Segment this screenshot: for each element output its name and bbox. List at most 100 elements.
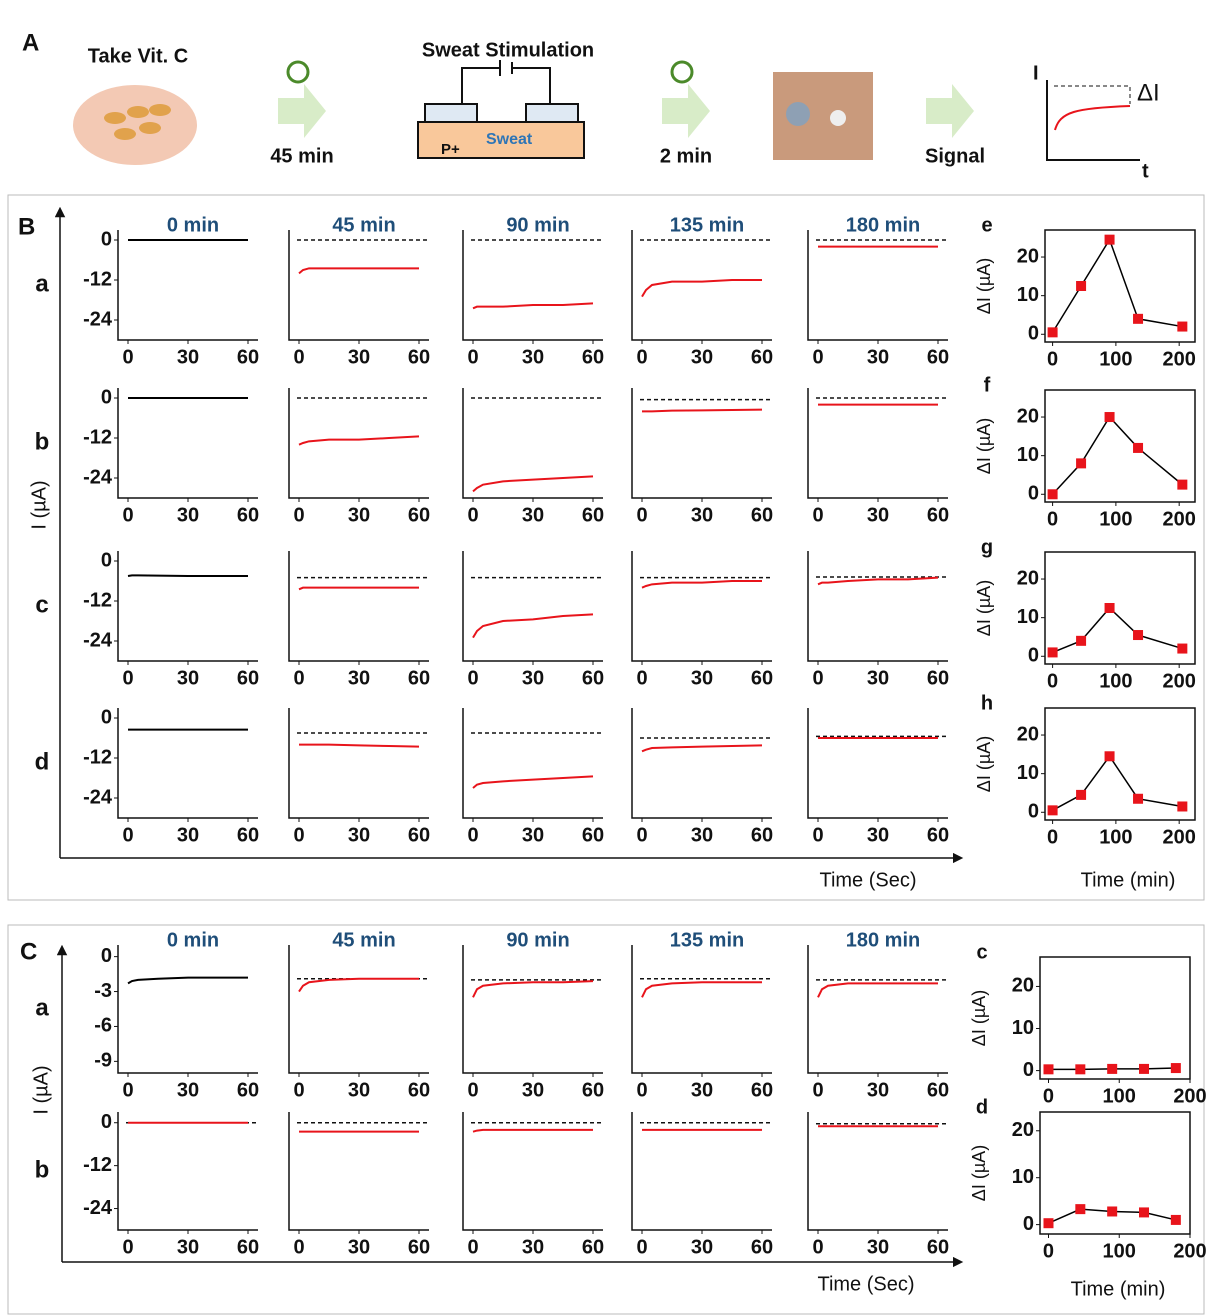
x-axis-title: Time (Sec) bbox=[817, 1273, 914, 1295]
x-tick-label: 30 bbox=[522, 824, 544, 846]
x-tick-label: 30 bbox=[867, 1079, 889, 1101]
figure: A Take Vit. C 45 min Sweat Stimulation S… bbox=[0, 0, 1206, 1316]
plot-frame bbox=[1040, 957, 1190, 1079]
x-tick-label: 60 bbox=[582, 1079, 604, 1101]
plot-axes bbox=[632, 388, 772, 498]
y-tick-label: 0 bbox=[101, 1111, 112, 1133]
plot-axes bbox=[632, 945, 772, 1073]
x-tick-label: 200 bbox=[1162, 348, 1195, 370]
x-tick-label: 60 bbox=[237, 504, 259, 526]
y-tick-label: 0 bbox=[1023, 1059, 1034, 1081]
delta-label: ΔI bbox=[1137, 79, 1160, 106]
x-tick-label: 30 bbox=[691, 346, 713, 368]
arrow bbox=[662, 84, 710, 138]
x-tick-label: 60 bbox=[237, 1236, 259, 1258]
x-tick-label: 100 bbox=[1099, 348, 1132, 370]
x-tick-label: 0 bbox=[1047, 508, 1058, 530]
column-title: 0 min bbox=[167, 214, 219, 236]
y-tick-label: 10 bbox=[1017, 762, 1039, 784]
x-tick-label: 0 bbox=[812, 504, 823, 526]
connector-line bbox=[1053, 756, 1183, 810]
y-tick-label: 10 bbox=[1017, 284, 1039, 306]
x-tick-label: 30 bbox=[177, 504, 199, 526]
data-point bbox=[1177, 480, 1187, 490]
column-title: 135 min bbox=[670, 214, 744, 236]
x-tick-label: 200 bbox=[1173, 1085, 1206, 1107]
x-tick-label: 0 bbox=[1043, 1240, 1054, 1262]
trace bbox=[299, 588, 419, 590]
x-tick-label: 0 bbox=[1047, 670, 1058, 692]
trace bbox=[299, 436, 419, 444]
plot-axes bbox=[463, 708, 603, 818]
x-tick-label: 0 bbox=[122, 504, 133, 526]
data-point bbox=[1133, 794, 1143, 804]
x-tick-label: 0 bbox=[467, 1236, 478, 1258]
panel-label: g bbox=[981, 536, 993, 558]
x-tick-label: 30 bbox=[691, 667, 713, 689]
signal-sketch bbox=[1047, 80, 1140, 160]
data-point bbox=[1075, 1064, 1085, 1074]
row-label: b bbox=[35, 428, 50, 455]
column-title: 90 min bbox=[506, 214, 569, 236]
plot-axes bbox=[463, 230, 603, 340]
plot-axes bbox=[808, 1112, 948, 1230]
row-label: d bbox=[35, 748, 50, 775]
data-point bbox=[1105, 603, 1115, 613]
x-tick-label: 0 bbox=[812, 667, 823, 689]
trace bbox=[818, 983, 938, 997]
y-tick-label: -12 bbox=[83, 268, 112, 290]
panel-label: h bbox=[981, 692, 993, 714]
time-label: 45 min bbox=[270, 145, 333, 167]
y-tick-label: 0 bbox=[101, 386, 112, 408]
plot-axes bbox=[289, 945, 429, 1073]
data-point bbox=[1133, 443, 1143, 453]
y-axis-title: ΔI (µA) bbox=[969, 990, 989, 1046]
axis-letter: t bbox=[1142, 160, 1149, 182]
x-tick-label: 0 bbox=[812, 824, 823, 846]
x-tick-label: 30 bbox=[867, 824, 889, 846]
y-tick-label: 10 bbox=[1012, 1166, 1034, 1188]
trace bbox=[299, 745, 419, 747]
x-tick-label: 60 bbox=[408, 824, 430, 846]
plot-axes bbox=[632, 708, 772, 818]
row-label: c bbox=[35, 591, 48, 618]
panel-label: B bbox=[18, 213, 35, 240]
y-tick-label: 0 bbox=[1028, 323, 1039, 345]
plot-frame bbox=[1045, 390, 1195, 502]
trace bbox=[642, 745, 762, 751]
panel-label: C bbox=[20, 938, 37, 965]
x-tick-label: 60 bbox=[237, 824, 259, 846]
x-tick-label: 60 bbox=[408, 504, 430, 526]
x-tick-label: 60 bbox=[927, 667, 949, 689]
panel-label: e bbox=[981, 214, 992, 236]
y-tick-label: 0 bbox=[101, 706, 112, 728]
x-tick-label: 0 bbox=[636, 824, 647, 846]
x-tick-label: 0 bbox=[293, 667, 304, 689]
x-tick-label: 30 bbox=[522, 1079, 544, 1101]
x-tick-label: 60 bbox=[751, 824, 773, 846]
hand-illustration bbox=[73, 85, 197, 165]
y-tick-label: 20 bbox=[1017, 567, 1039, 589]
data-point bbox=[1133, 314, 1143, 324]
y-tick-label: 20 bbox=[1017, 723, 1039, 745]
plot-axes bbox=[808, 708, 948, 818]
y-tick-label: -12 bbox=[83, 746, 112, 768]
arrow bbox=[278, 84, 326, 138]
x-axis-title: Time (Sec) bbox=[819, 869, 916, 891]
x-tick-label: 60 bbox=[408, 1079, 430, 1101]
x-tick-label: 100 bbox=[1103, 1085, 1136, 1107]
data-point bbox=[1048, 647, 1058, 657]
y-tick-label: 20 bbox=[1017, 405, 1039, 427]
column-title: 45 min bbox=[332, 214, 395, 236]
data-point bbox=[1048, 489, 1058, 499]
connector-line bbox=[1053, 608, 1183, 652]
column-title: 0 min bbox=[167, 929, 219, 951]
x-tick-label: 200 bbox=[1173, 1240, 1206, 1262]
connector-line bbox=[1053, 417, 1183, 494]
y-tick-label: 20 bbox=[1017, 245, 1039, 267]
x-tick-label: 0 bbox=[122, 1236, 133, 1258]
y-tick-label: -24 bbox=[83, 308, 113, 330]
x-tick-label: 60 bbox=[237, 1079, 259, 1101]
x-tick-label: 0 bbox=[293, 346, 304, 368]
sweat-label: Sweat bbox=[486, 131, 533, 148]
